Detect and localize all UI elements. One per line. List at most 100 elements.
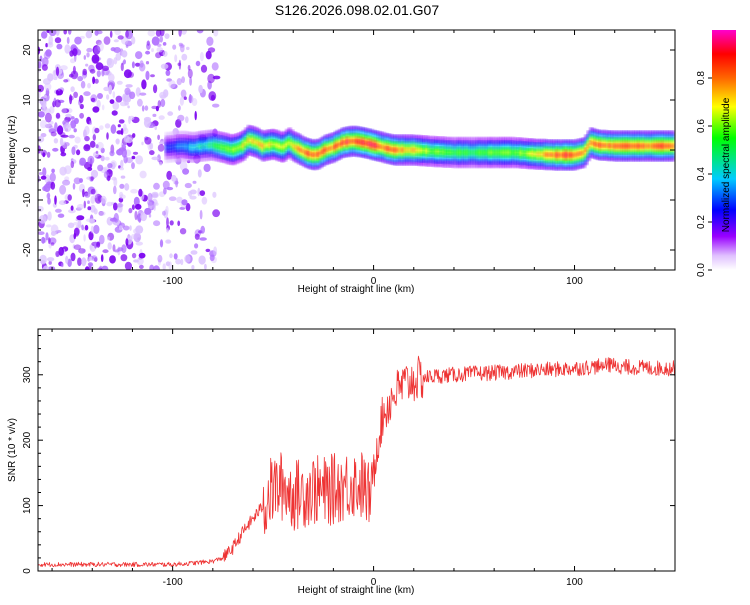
- spectrogram-ridge-cell: [304, 164, 309, 168]
- spectrogram-ridge-cell: [181, 134, 186, 139]
- spectrogram-ridge-cell: [444, 156, 449, 160]
- spectrogram-noise-blob: [113, 202, 118, 211]
- spectrogram-ridge-cell: [466, 147, 470, 152]
- spectrogram-ridge-cell: [493, 163, 497, 168]
- colorbar-gradient: [712, 30, 736, 270]
- spectrogram-noise-blob: [166, 217, 169, 228]
- spectrogram-ridge-cell: [415, 148, 420, 153]
- spectrogram-ridge-cell: [237, 158, 241, 163]
- spectrogram-ridge-cell: [461, 141, 466, 145]
- spectrogram-ridge-cell: [415, 158, 420, 162]
- spectrogram-ridge-cell: [632, 134, 637, 139]
- spectrogram-ridge-cell: [635, 138, 639, 142]
- spectrogram-ridge-cell: [396, 145, 401, 149]
- spectrogram-ridge-cell: [558, 159, 562, 163]
- spectrogram-noise-blob: [102, 249, 109, 254]
- spectrogram-ridge-cell: [656, 141, 661, 145]
- spectrogram-ridge-cell: [307, 138, 311, 143]
- spectrogram-ridge-cell: [263, 137, 268, 142]
- spectrogram-ridge-cell: [362, 140, 367, 145]
- spectrogram-noise-blob: [89, 140, 96, 148]
- spectrogram-noise-blob: [55, 66, 60, 77]
- spectrogram-noise-blob: [100, 155, 105, 162]
- snr-frame: [37, 328, 676, 572]
- spectrogram-ridge-cell: [483, 163, 487, 168]
- spectrogram-ridge-cell: [594, 129, 598, 133]
- spectrogram-ridge-cell: [454, 147, 458, 152]
- spectrogram-ridge-cell: [174, 154, 179, 158]
- spectrogram-ridge-cell: [232, 153, 237, 158]
- spectrogram-ridge-cell: [256, 147, 261, 151]
- spectrogram-ridge-cell: [292, 154, 297, 158]
- spectrogram-ridge-cell: [654, 157, 659, 161]
- spectrogram-ridge-cell: [350, 139, 355, 143]
- spectrogram-ridge-cell: [181, 144, 186, 148]
- spectrogram-ridge-cell: [536, 158, 540, 162]
- spectrogram-ridge-cell: [225, 143, 229, 148]
- spectrogram-noise-blob: [70, 160, 75, 169]
- spectrogram-ridge-cell: [452, 163, 456, 168]
- spectrogram-ridge-cell: [179, 144, 184, 148]
- spectrogram-ridge-cell: [632, 157, 637, 161]
- spectrogram-ridge-cell: [312, 162, 316, 167]
- spectrogram-ridge-cell: [237, 139, 241, 144]
- spectrogram-ridge-cell: [165, 155, 169, 159]
- spectrogram-ridge-cell: [649, 134, 654, 139]
- spectrogram-noise-blob: [40, 133, 47, 138]
- spectrogram-noise-blob: [124, 261, 132, 270]
- spectrogram-noise-blob: [144, 105, 149, 111]
- spectrogram-ridge-cell: [213, 134, 217, 138]
- spectrogram-ridge-cell: [536, 152, 540, 156]
- spectrogram-ridge-cell: [379, 158, 384, 162]
- spectrogram-ridge-cell: [398, 157, 403, 162]
- spectrogram-ridge-cell: [254, 137, 258, 141]
- spectrogram-ridge-cell: [297, 160, 302, 164]
- spectrogram-ridge-cell: [548, 147, 552, 151]
- spectrogram-ridge-cell: [285, 129, 290, 133]
- spectrogram-noise-blob: [101, 265, 109, 270]
- spectrogram-ridge-cell: [360, 150, 364, 154]
- spectrogram-ridge-cell: [321, 149, 326, 154]
- spectrogram-ridge-cell: [572, 140, 577, 144]
- spectrogram-ridge-cell: [302, 147, 307, 151]
- spectrogram-ridge-cell: [531, 149, 536, 153]
- spectrogram-ridge-cell: [572, 150, 577, 154]
- spectrogram-ridge-cell: [333, 138, 338, 143]
- spectrogram-ridge-cell: [620, 134, 625, 139]
- spectrogram-ridge-cell: [521, 164, 526, 168]
- spectrogram-x-tick-label: -100: [163, 276, 183, 287]
- spectrogram-ridge-cell: [471, 144, 475, 149]
- spectrogram-ridge-cell: [254, 134, 258, 138]
- spectrogram-ridge-cell: [365, 128, 369, 133]
- spectrogram-ridge-cell: [418, 161, 422, 166]
- spectrogram-ridge-cell: [225, 133, 229, 138]
- spectrogram-noise-blob: [159, 239, 164, 248]
- spectrogram-ridge-cell: [234, 137, 239, 141]
- spectrogram-ridge-cell: [596, 137, 601, 141]
- spectrogram-noise-blob: [109, 150, 115, 157]
- spectrogram-ridge-cell: [285, 145, 290, 149]
- spectrogram-ridge-cell: [587, 153, 591, 158]
- spectrogram-ridge-cell: [562, 159, 567, 163]
- spectrogram-ridge-cell: [500, 137, 504, 142]
- spectrogram-ridge-cell: [640, 134, 644, 139]
- spectrogram-noise-blob: [84, 224, 89, 231]
- spectrogram-ridge-cell: [232, 141, 237, 146]
- spectrogram-ridge-cell: [370, 155, 374, 160]
- spectrogram-ridge-cell: [413, 142, 417, 146]
- spectrogram-ridge-cell: [567, 159, 572, 163]
- spectrogram-noise-blob: [144, 207, 152, 215]
- spectrogram-ridge-cell: [396, 148, 401, 152]
- spectrogram-ridge-cell: [263, 153, 268, 157]
- spectrogram-ridge-cell: [357, 137, 362, 141]
- spectrogram-ridge-cell: [642, 157, 647, 161]
- spectrogram-ridge-cell: [596, 149, 601, 153]
- spectrogram-ridge-cell: [505, 141, 509, 145]
- spectrogram-ridge-cell: [186, 151, 191, 155]
- spectrogram-ridge-cell: [485, 150, 490, 155]
- spectrogram-noise-blob: [112, 101, 120, 110]
- spectrogram-noise-blob: [43, 95, 47, 98]
- spectrogram-ridge-cell: [574, 162, 579, 166]
- spectrogram-ridge-cell: [179, 150, 184, 154]
